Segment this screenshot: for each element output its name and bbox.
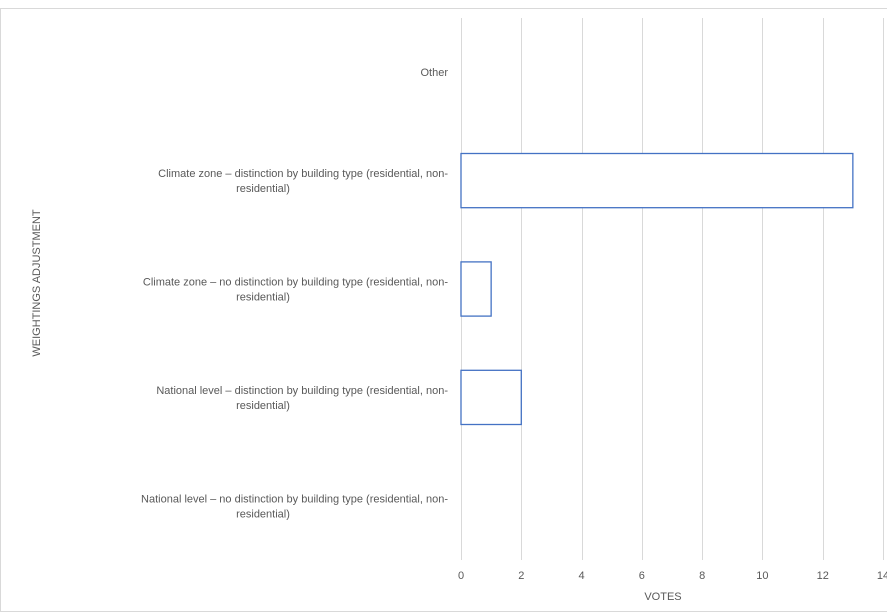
bars <box>460 152 854 426</box>
y-axis-title: WEIGHTINGS ADJUSTMENT <box>31 209 43 357</box>
category-label: residential) <box>236 183 290 195</box>
x-tick-label: 4 <box>579 570 585 582</box>
x-tick-label: 8 <box>699 570 705 582</box>
x-axis-title: VOTES <box>644 591 681 603</box>
x-tick-label: 14 <box>877 570 887 582</box>
bar <box>460 261 492 317</box>
x-tick-label: 12 <box>817 570 829 582</box>
category-label: National level – distinction by building… <box>156 385 448 397</box>
x-tick-label: 0 <box>458 570 464 582</box>
category-label: Other <box>420 67 448 79</box>
x-tick-label: 10 <box>756 570 768 582</box>
x-tick-label: 6 <box>639 570 645 582</box>
category-label: National level – no distinction by build… <box>141 493 448 505</box>
category-labels: Other Climate zone – distinction by build… <box>141 67 448 520</box>
bar <box>460 152 854 209</box>
category-label: residential) <box>236 292 290 304</box>
x-tick-label: 2 <box>518 570 524 582</box>
category-label: Climate zone – distinction by building t… <box>158 168 448 180</box>
category-label: residential) <box>236 508 290 520</box>
gridlines <box>461 18 884 560</box>
category-label: residential) <box>236 400 290 412</box>
x-tick-labels: 0 2 4 6 8 10 12 14 <box>458 570 887 582</box>
category-label: Climate zone – no distinction by buildin… <box>143 277 448 289</box>
chart-border <box>0 8 887 612</box>
bar <box>460 369 522 426</box>
